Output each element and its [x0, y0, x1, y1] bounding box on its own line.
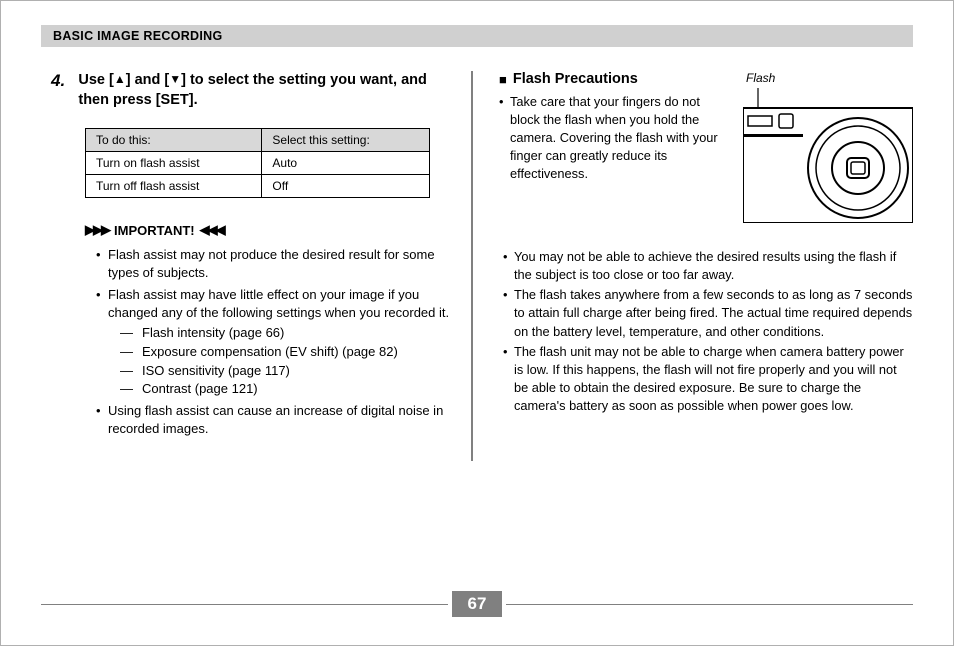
- step-number: 4.: [51, 71, 68, 110]
- flash-precautions-block: ■ Flash Precautions Take care that your …: [499, 71, 913, 228]
- dash-item: Exposure compensation (EV shift) (page 8…: [120, 343, 451, 362]
- up-triangle-icon: ▲: [114, 72, 126, 86]
- camera-icon: [743, 88, 913, 223]
- top-bullet-list: Take care that your fingers do not block…: [499, 93, 729, 183]
- step-4: 4. Use [▲] and [▼] to select the setting…: [51, 71, 451, 110]
- dash-item: Flash intensity (page 66): [120, 324, 451, 343]
- important-heading: ▶▶▶ IMPORTANT! ◀◀◀: [85, 222, 451, 238]
- footer-line: [41, 604, 448, 605]
- flash-label: Flash: [743, 71, 913, 85]
- table-header-action: To do this:: [86, 129, 262, 152]
- dash-item: Contrast (page 121): [120, 380, 451, 399]
- section-header-text: BASIC IMAGE RECORDING: [53, 29, 223, 43]
- table-header-setting: Select this setting:: [262, 129, 430, 152]
- list-item: Flash assist may have little effect on y…: [96, 286, 451, 400]
- down-triangle-icon: ▼: [169, 72, 181, 86]
- list-item: The flash takes anywhere from a few seco…: [503, 286, 913, 340]
- subheading: ■ Flash Precautions: [499, 71, 729, 87]
- square-bullet-icon: ■: [499, 72, 507, 87]
- settings-table: To do this: Select this setting: Turn on…: [85, 128, 430, 198]
- important-list: Flash assist may not produce the desired…: [96, 246, 451, 439]
- left-column: 4. Use [▲] and [▼] to select the setting…: [51, 71, 471, 565]
- precautions-list: You may not be able to achieve the desir…: [503, 248, 913, 415]
- list-item: Using flash assist can cause an increase…: [96, 402, 451, 438]
- table-header-row: To do this: Select this setting:: [86, 129, 430, 152]
- list-item: The flash unit may not be able to charge…: [503, 343, 913, 416]
- footer-line: [506, 604, 913, 605]
- important-label: IMPORTANT!: [114, 223, 195, 238]
- column-divider: [471, 71, 473, 461]
- step-text: Use [▲] and [▼] to select the setting yo…: [78, 71, 451, 110]
- flash-precautions-text: ■ Flash Precautions Take care that your …: [499, 71, 729, 228]
- list-item: Flash assist may not produce the desired…: [96, 246, 451, 282]
- page-footer: 67: [41, 591, 913, 617]
- back-icon: ◀◀◀: [200, 222, 224, 238]
- forward-icon: ▶▶▶: [85, 222, 109, 238]
- list-item: Take care that your fingers do not block…: [499, 93, 729, 183]
- page-content: 4. Use [▲] and [▼] to select the setting…: [51, 71, 913, 565]
- list-item: You may not be able to achieve the desir…: [503, 248, 913, 284]
- camera-illustration: Flash: [743, 71, 913, 228]
- page-number: 67: [452, 591, 502, 617]
- right-column: ■ Flash Precautions Take care that your …: [471, 71, 913, 565]
- dash-list: Flash intensity (page 66) Exposure compe…: [120, 324, 451, 399]
- table-row: Turn off flash assist Off: [86, 175, 430, 198]
- dash-item: ISO sensitivity (page 117): [120, 362, 451, 381]
- section-header: BASIC IMAGE RECORDING: [41, 25, 913, 47]
- table-row: Turn on flash assist Auto: [86, 152, 430, 175]
